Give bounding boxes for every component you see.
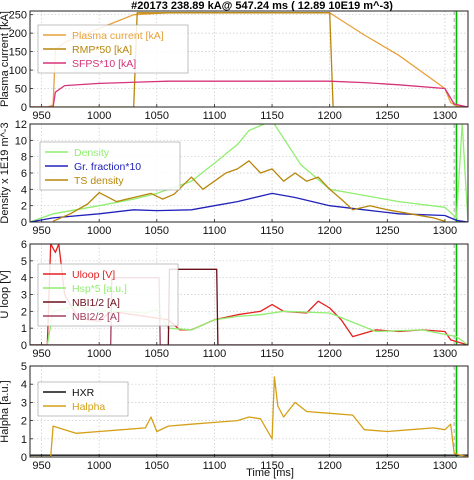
x-tick-label: 1150 bbox=[260, 348, 284, 360]
y-tick-label: 2 bbox=[21, 201, 27, 213]
y-tick-label: 50 bbox=[15, 84, 27, 96]
series-line-3 bbox=[30, 80, 468, 107]
x-tick-label: 1100 bbox=[203, 225, 227, 237]
panel-1: 950 1000 1050 1100 1150 1200 1250 1300 0 50 100 150… bbox=[0, 10, 469, 122]
legend-label: Hsp*5 [a.u.] bbox=[72, 283, 127, 295]
x-tick-label: 1300 bbox=[433, 110, 457, 122]
y-axis-label: Plasma current [kA] bbox=[0, 11, 11, 107]
x-tick-label: 1150 bbox=[260, 460, 284, 472]
x-tick-label: 1100 bbox=[203, 110, 227, 122]
x-tick-label: 1200 bbox=[317, 225, 341, 237]
y-tick-label: 6 bbox=[21, 239, 27, 251]
y-tick-label: 150 bbox=[9, 47, 27, 59]
series-line-1 bbox=[30, 124, 468, 222]
x-tick-label: 1000 bbox=[87, 460, 111, 472]
figure-title: #20173 238.89 kA@ 547.24 ms ( 12.89 10E1… bbox=[131, 0, 393, 12]
x-tick-label: 1250 bbox=[375, 225, 399, 237]
series-line-3 bbox=[30, 268, 468, 345]
x-tick-label: 950 bbox=[32, 110, 50, 122]
legend-label: HXR bbox=[72, 387, 95, 399]
legend-label: Density bbox=[74, 147, 110, 159]
x-tick-label: 1200 bbox=[317, 460, 341, 472]
x-tick-label: 1250 bbox=[375, 460, 399, 472]
y-tick-label: 200 bbox=[9, 28, 27, 40]
legend-label: RMP*50 [kA] bbox=[72, 44, 132, 56]
legend-label: Gr. fraction*10 bbox=[74, 161, 141, 173]
x-tick-label: 1000 bbox=[87, 348, 111, 360]
x-tick-label: 1100 bbox=[203, 348, 227, 360]
x-tick-label: 1150 bbox=[260, 110, 284, 122]
x-tick-label: 1050 bbox=[145, 110, 169, 122]
y-tick-label: 4 bbox=[21, 184, 27, 196]
legend bbox=[37, 381, 129, 417]
legend-label: TS density bbox=[74, 175, 124, 187]
panel-2: 950 1000 1050 1100 1150 1200 1250 1300 0 2 4 6 8 10 12… bbox=[0, 119, 469, 237]
y-tick-label: 1 bbox=[21, 323, 27, 335]
legend-label: Uloop [V] bbox=[72, 269, 115, 281]
plot-frame bbox=[29, 10, 469, 108]
x-tick-label: 1050 bbox=[145, 460, 169, 472]
x-axis-label: Time [ms] bbox=[246, 467, 294, 479]
x-tick-label: 1300 bbox=[433, 225, 457, 237]
plot-frame bbox=[29, 365, 469, 458]
x-tick-label: 1200 bbox=[317, 348, 341, 360]
y-tick-label: 1 bbox=[21, 434, 27, 446]
series-line-3 bbox=[52, 160, 446, 222]
y-tick-label: 8 bbox=[21, 152, 27, 164]
x-tick-label: 1300 bbox=[433, 348, 457, 360]
x-tick-label: 1050 bbox=[145, 348, 169, 360]
y-tick-label: 6 bbox=[21, 168, 27, 180]
x-tick-label: 1150 bbox=[260, 225, 284, 237]
series-line-2 bbox=[30, 192, 468, 222]
x-tick-label: 1100 bbox=[203, 460, 227, 472]
legend-label: Plasma current [kA] bbox=[72, 30, 164, 42]
y-tick-label: 0 bbox=[21, 452, 27, 464]
y-tick-label: 3 bbox=[21, 397, 27, 409]
x-tick-label: 1000 bbox=[87, 110, 111, 122]
legend-label: NBI2/2 [A] bbox=[72, 311, 120, 323]
x-tick-label: 950 bbox=[32, 348, 50, 360]
series-line-2 bbox=[30, 12, 468, 107]
legend-label: SFPS*10 [kA] bbox=[72, 58, 136, 70]
y-tick-label: 0 bbox=[21, 102, 27, 114]
plot-frame bbox=[29, 243, 469, 346]
y-tick-label: 2 bbox=[21, 416, 27, 428]
panel-4: 950 1000 1050 1100 1150 1200 1250 1300 0 1 2 3 4 5 Hal… bbox=[0, 361, 469, 472]
y-tick-label: 5 bbox=[21, 256, 27, 268]
series-line-2 bbox=[30, 376, 468, 457]
y-tick-label: 3 bbox=[21, 290, 27, 302]
x-tick-label: 1200 bbox=[317, 110, 341, 122]
plot-frame bbox=[29, 123, 469, 223]
x-tick-label: 1300 bbox=[433, 460, 457, 472]
y-tick-label: 0 bbox=[21, 340, 27, 352]
y-tick-label: 4 bbox=[21, 273, 27, 285]
y-tick-label: 5 bbox=[21, 361, 27, 373]
y-tick-label: 100 bbox=[9, 65, 27, 77]
panel-3: 950 1000 1050 1100 1150 1200 1250 1300 0 1 2 3 4 5 6 U … bbox=[0, 239, 469, 360]
y-tick-label: 0 bbox=[21, 217, 27, 229]
x-tick-label: 950 bbox=[32, 225, 50, 237]
x-tick-label: 1250 bbox=[375, 110, 399, 122]
y-tick-label: 4 bbox=[21, 379, 27, 391]
legend-label: NBI1/2 [A] bbox=[72, 297, 120, 309]
y-axis-label: U loop [V] bbox=[0, 270, 11, 318]
y-tick-label: 12 bbox=[15, 119, 27, 131]
y-tick-label: 10 bbox=[15, 135, 27, 147]
x-tick-label: 950 bbox=[32, 460, 50, 472]
legend-label: Halpha bbox=[72, 401, 105, 413]
y-axis-label: Density x 1E19 m^-3 bbox=[0, 122, 11, 223]
x-tick-label: 1250 bbox=[375, 348, 399, 360]
y-axis-label: Halpha [a.u.] bbox=[0, 380, 11, 442]
y-tick-label: 2 bbox=[21, 306, 27, 318]
x-tick-label: 1050 bbox=[145, 225, 169, 237]
x-tick-label: 1000 bbox=[87, 225, 111, 237]
y-tick-label: 250 bbox=[9, 10, 27, 22]
